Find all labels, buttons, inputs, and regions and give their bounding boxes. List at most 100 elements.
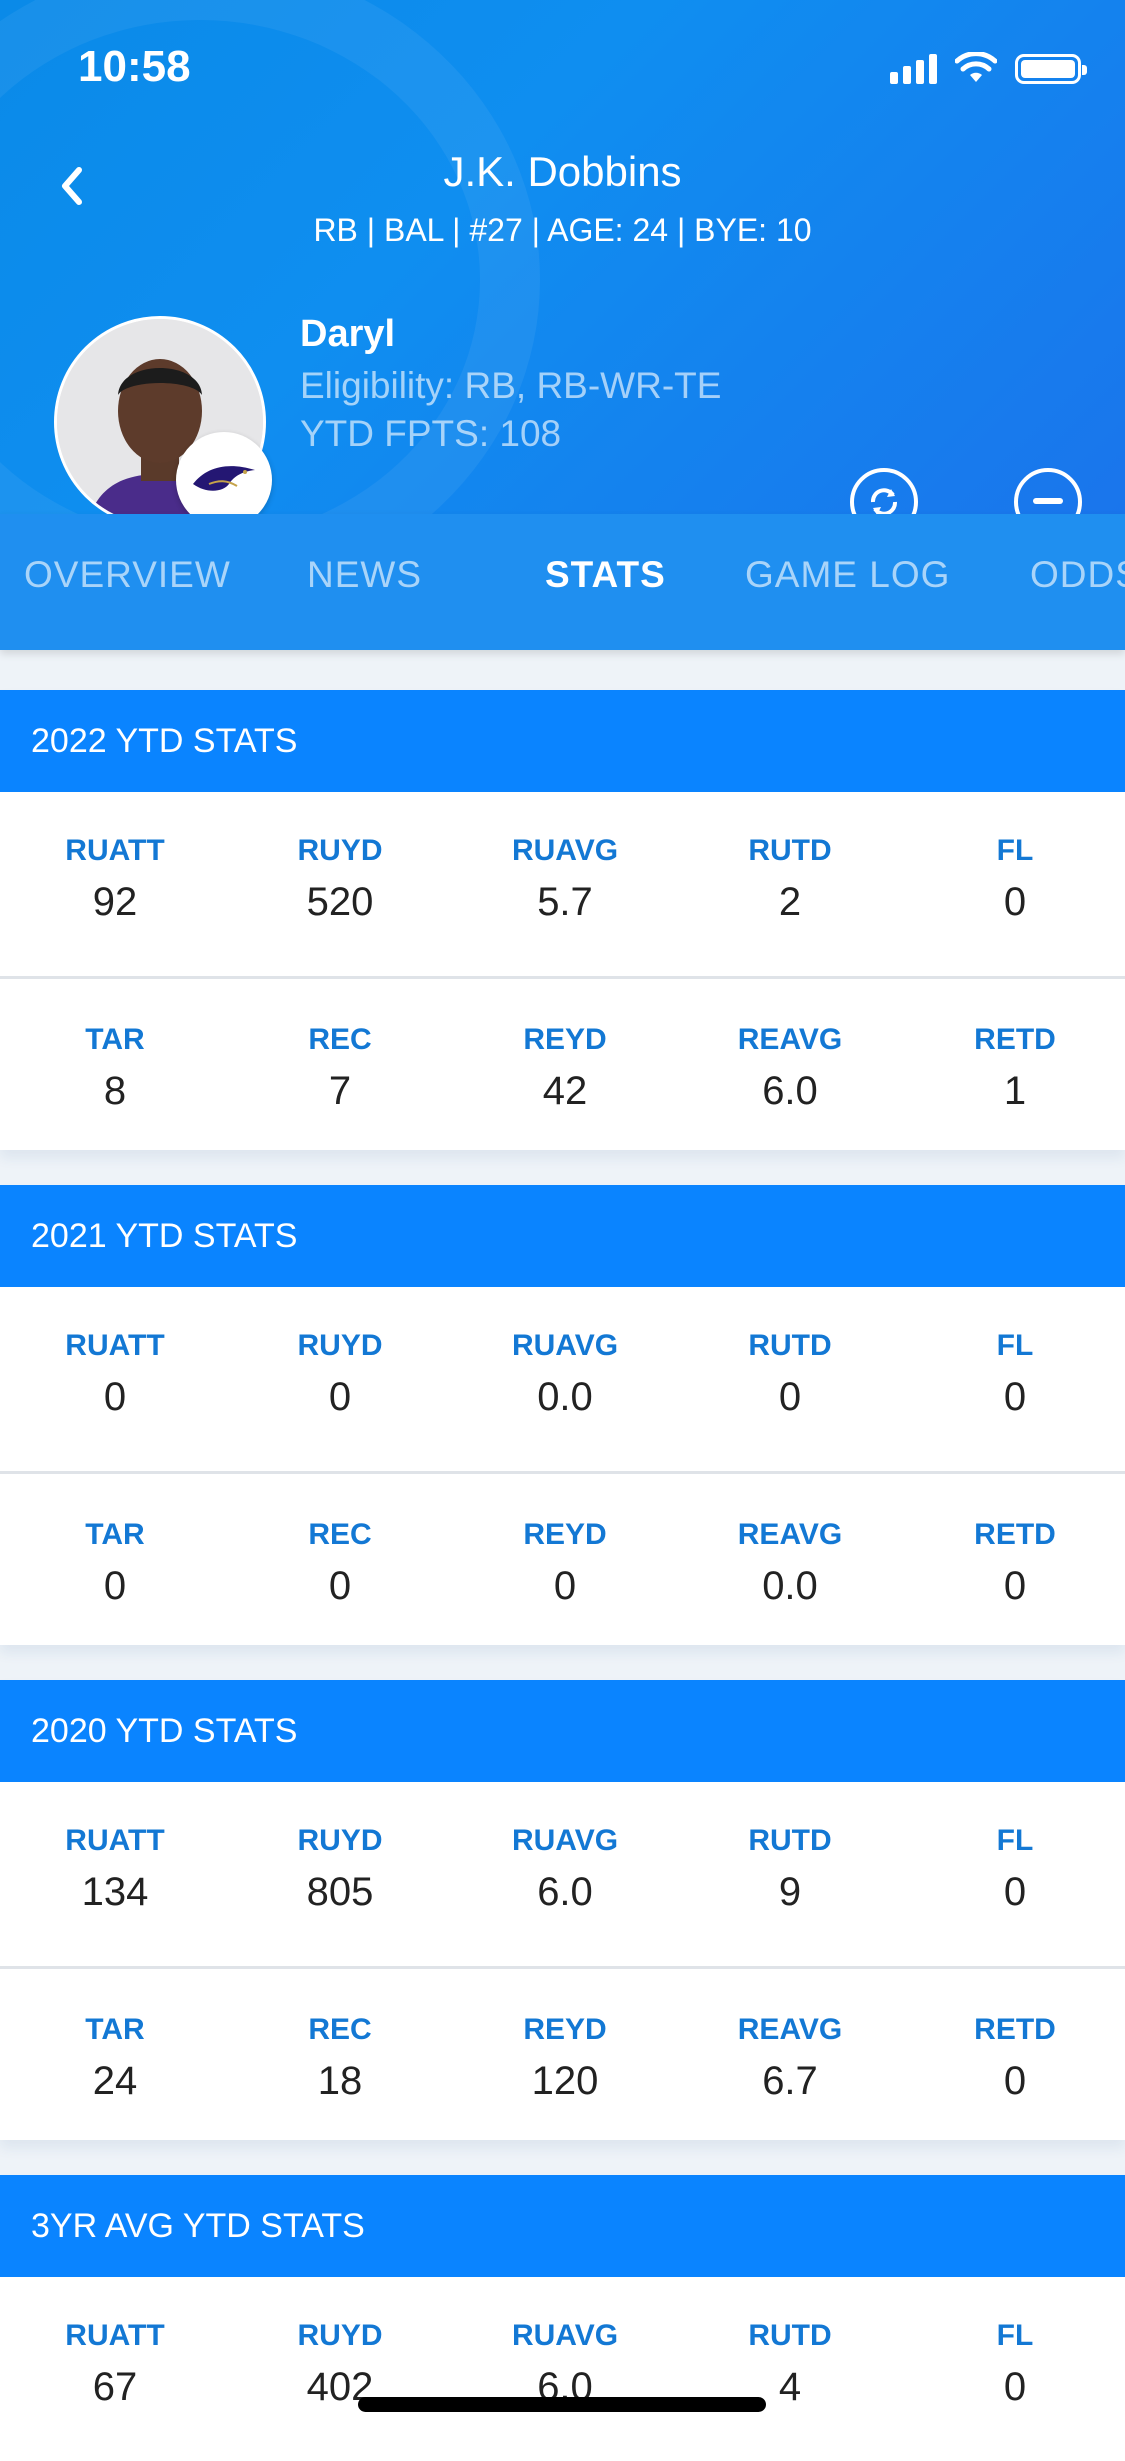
stat-label: REC [308,1023,372,1056]
stat-value: 6.0 [762,1069,818,1113]
wifi-icon [955,52,997,82]
stat-label: FL [996,1824,1034,1857]
home-indicator[interactable] [358,2397,766,2412]
stats-section-3yr-avg: 3YR AVG YTD STATS RUATT 67 RUYD 402 RUAVG 6… [0,2175,1125,2461]
stat-cell: RUTD 4 [678,2319,902,2410]
player-header: 10:58 J.K. Dobbins RB | BAL | #27 | AGE:… [0,0,1125,514]
stat-label: TAR [85,1518,145,1551]
stat-cell: RUTD 9 [678,1824,902,1915]
stat-label: RUAVG [511,1824,619,1857]
stat-label: TAR [85,1023,145,1056]
stat-value: 520 [306,880,374,924]
stat-label: RUYD [297,2319,383,2352]
player-name: J.K. Dobbins [443,148,682,195]
stat-value: 120 [531,2059,599,2103]
stat-cell: TAR 0 [3,1518,227,1609]
stats-section-2022: 2022 YTD STATS RUATT 92 RUYD 520 RUAVG 5.7 … [0,690,1125,1150]
stat-cell: RUAVG 0.0 [453,1329,677,1420]
stat-label: RUYD [297,834,383,867]
stat-cell: FL 0 [903,1329,1125,1420]
battery-icon [1015,54,1087,84]
stat-value: 805 [306,1870,374,1914]
stat-cell: RETD 1 [903,1023,1125,1114]
tab-odds[interactable]: ODDS [1030,554,1125,595]
stat-value: 67 [92,2365,138,2409]
stat-value: 24 [92,2059,138,2103]
stat-cell: RUYD 520 [228,834,452,925]
stat-value: 134 [81,1870,149,1914]
stat-value: 7 [328,1069,352,1113]
tab-overview[interactable]: OVERVIEW [24,554,231,595]
stat-cell: REYD 0 [453,1518,677,1609]
back-chevron-icon[interactable] [46,160,98,212]
stat-label: REYD [523,1023,607,1056]
drop-icon[interactable] [1014,468,1082,514]
eligibility-text: Eligibility: RB, RB-WR-TE [300,365,722,406]
stat-label: REYD [523,1518,607,1551]
stat-label: RETD [974,1518,1056,1551]
stat-label: FL [996,2319,1034,2352]
stat-label: REAVG [737,2013,843,2046]
stat-cell: REAVG 0.0 [678,1518,902,1609]
receiving-stats-row: TAR 0 REC 0 REYD 0 REAVG 0.0 RETD 0 [0,1471,1125,1645]
stat-label: RETD [974,2013,1056,2046]
stat-label: REAVG [737,1023,843,1056]
stat-value: 92 [92,880,138,924]
stat-value: 2 [778,880,802,924]
stat-label: RUAVG [511,834,619,867]
stat-value: 0 [1003,1870,1027,1914]
tab-stats[interactable]: STATS [545,554,666,595]
stat-label: RUATT [65,1329,165,1362]
section-title: 2022 YTD STATS [0,690,1125,792]
status-time: 10:58 [78,42,191,91]
stat-label: REAVG [737,1518,843,1551]
team-logo-ravens [176,432,272,514]
rushing-stats-row: RUATT 0 RUYD 0 RUAVG 0.0 RUTD 0 FL 0 [0,1287,1125,1471]
stat-label: RUATT [65,1824,165,1857]
stat-cell: RUYD 805 [228,1824,452,1915]
stat-cell: RUATT 134 [3,1824,227,1915]
stat-cell: REYD 42 [453,1023,677,1114]
tab-bar: OVERVIEW NEWS STATS GAME LOG ODDS [0,514,1125,650]
stat-cell: RUTD 2 [678,834,902,925]
section-title: 2020 YTD STATS [0,1680,1125,1782]
stat-value: 4 [778,2365,802,2409]
rushing-stats-row: RUATT 134 RUYD 805 RUAVG 6.0 RUTD 9 FL 0 [0,1782,1125,1966]
stat-cell: FL 0 [903,1824,1125,1915]
stat-value: 5.7 [537,880,593,924]
rushing-stats-row: RUATT 92 RUYD 520 RUAVG 5.7 RUTD 2 FL 0 [0,792,1125,976]
stat-value: 0.0 [537,1375,593,1419]
stat-label: REC [308,1518,372,1551]
tab-news[interactable]: NEWS [307,554,422,595]
section-title: 3YR AVG YTD STATS [0,2175,1125,2277]
stat-value: 0 [1003,880,1027,924]
stat-cell: FL 0 [903,2319,1125,2410]
stat-cell: REAVG 6.0 [678,1023,902,1114]
stat-value: 0 [1003,2059,1027,2103]
stat-label: RUYD [297,1824,383,1857]
trade-icon[interactable] [850,468,918,514]
stat-value: 0 [328,1375,352,1419]
stat-value: 0 [1003,2365,1027,2409]
stat-value: 0 [553,1564,577,1608]
stat-value: 0.0 [762,1564,818,1608]
stat-label: RUTD [748,2319,832,2352]
stat-cell: REC 18 [228,2013,452,2104]
stat-value: 8 [103,1069,127,1113]
stat-cell: REAVG 6.7 [678,2013,902,2104]
manager-name: Daryl [300,313,396,355]
stat-label: RUTD [748,1824,832,1857]
stat-label: RUATT [65,2319,165,2352]
rushing-stats-row: RUATT 67 RUYD 402 RUAVG 6.0 RUTD 4 FL 0 [0,2277,1125,2461]
stat-cell: RUAVG 6.0 [453,1824,677,1915]
stats-section-2020: 2020 YTD STATS RUATT 134 RUYD 805 RUAVG 6.0… [0,1680,1125,2140]
tab-game-log[interactable]: GAME LOG [745,554,951,595]
stat-label: FL [996,834,1034,867]
stat-label: REYD [523,2013,607,2046]
stat-value: 0 [1003,1564,1027,1608]
stat-cell: FL 0 [903,834,1125,925]
stat-value: 0 [778,1375,802,1419]
stat-value: 6.7 [762,2059,818,2103]
stat-cell: REYD 120 [453,2013,677,2104]
stat-cell: TAR 8 [3,1023,227,1114]
